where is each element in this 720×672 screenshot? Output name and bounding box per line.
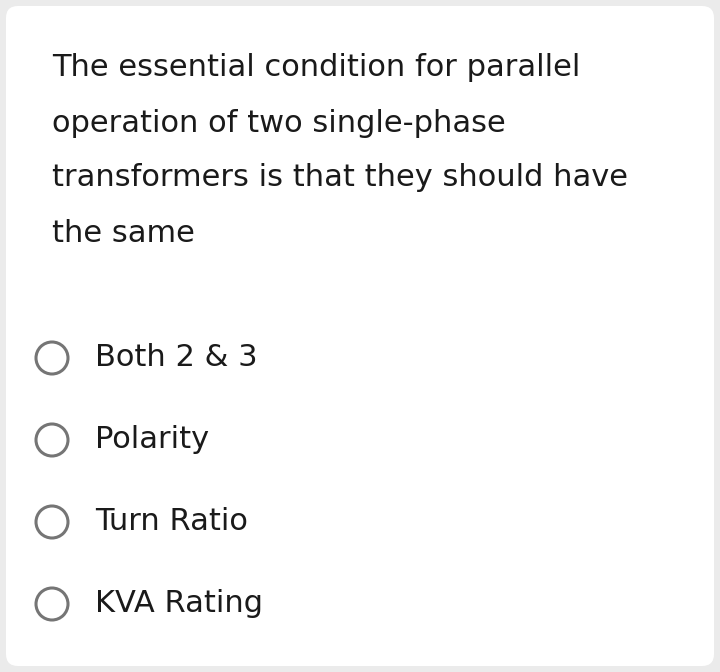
Text: Turn Ratio: Turn Ratio [95,507,248,536]
Circle shape [36,424,68,456]
Text: Polarity: Polarity [95,425,209,454]
Text: The essential condition for parallel: The essential condition for parallel [52,54,580,83]
FancyBboxPatch shape [6,6,714,666]
Text: transformers is that they should have: transformers is that they should have [52,163,628,192]
Circle shape [36,342,68,374]
Circle shape [36,506,68,538]
Text: KVA Rating: KVA Rating [95,589,263,618]
Text: Both 2 & 3: Both 2 & 3 [95,343,258,372]
Text: the same: the same [52,218,195,247]
Text: operation of two single-phase: operation of two single-phase [52,108,505,138]
Circle shape [36,588,68,620]
